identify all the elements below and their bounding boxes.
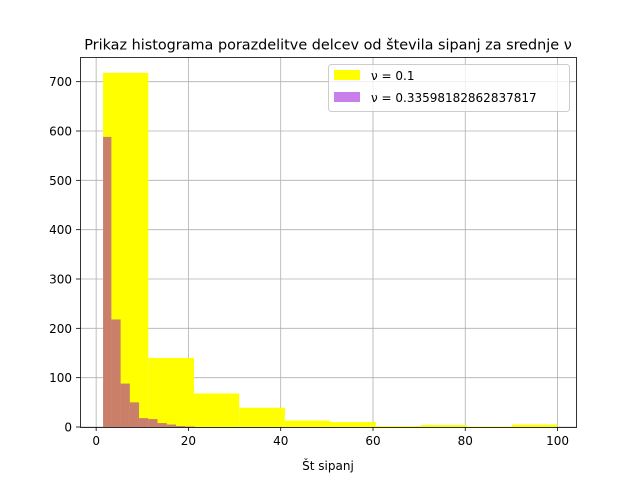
legend-label-nu-0.336: ν = 0.33598182862837817 <box>371 91 537 105</box>
x-tick-label: 60 <box>365 434 380 448</box>
legend: ν = 0.1 ν = 0.33598182862837817 <box>329 65 570 112</box>
x-tick-label: 40 <box>273 434 288 448</box>
y-tick-label: 0 <box>64 421 72 435</box>
histogram-bar-series-1 <box>158 423 167 427</box>
histogram-bar-series-0 <box>285 421 330 427</box>
histogram-bar-series-1 <box>176 426 185 427</box>
histogram-bar-series-1 <box>103 137 111 427</box>
y-tick-label: 700 <box>49 75 72 89</box>
histogram-bar-series-0 <box>239 408 285 427</box>
histogram-bar-series-0 <box>330 422 376 427</box>
x-tick-label: 80 <box>458 434 473 448</box>
x-tick-label: 0 <box>92 434 100 448</box>
y-tick-label: 500 <box>49 174 72 188</box>
histogram-bar-series-0 <box>194 393 239 427</box>
x-tick-label: 100 <box>546 434 569 448</box>
histogram-bar-series-0 <box>512 425 558 427</box>
y-tick-label: 300 <box>49 273 72 287</box>
y-tick-label: 400 <box>49 223 72 237</box>
x-axis-label: Št sipanj <box>302 458 354 473</box>
y-tick-label: 100 <box>49 371 72 385</box>
histogram-bar-series-1 <box>148 419 157 427</box>
histogram-bar-series-1 <box>139 418 148 427</box>
chart-title: Prikaz histograma porazdelitve delcev od… <box>84 38 572 54</box>
histogram-bar-series-0 <box>376 426 421 427</box>
histogram-bar-series-1 <box>111 319 120 427</box>
y-tick-label: 200 <box>49 322 72 336</box>
legend-swatch-nu-0.336 <box>334 92 360 102</box>
legend-label-nu-0.1: ν = 0.1 <box>371 69 414 83</box>
histogram-bar-series-0 <box>421 425 467 427</box>
y-tick-label: 600 <box>49 125 72 139</box>
histogram-bar-series-1 <box>130 402 139 427</box>
histogram-bar-series-0 <box>148 358 194 427</box>
histogram-bar-series-1 <box>167 425 176 427</box>
histogram-bar-series-1 <box>121 384 130 427</box>
legend-swatch-nu-0.1 <box>334 70 360 80</box>
x-tick-label: 20 <box>181 434 196 448</box>
